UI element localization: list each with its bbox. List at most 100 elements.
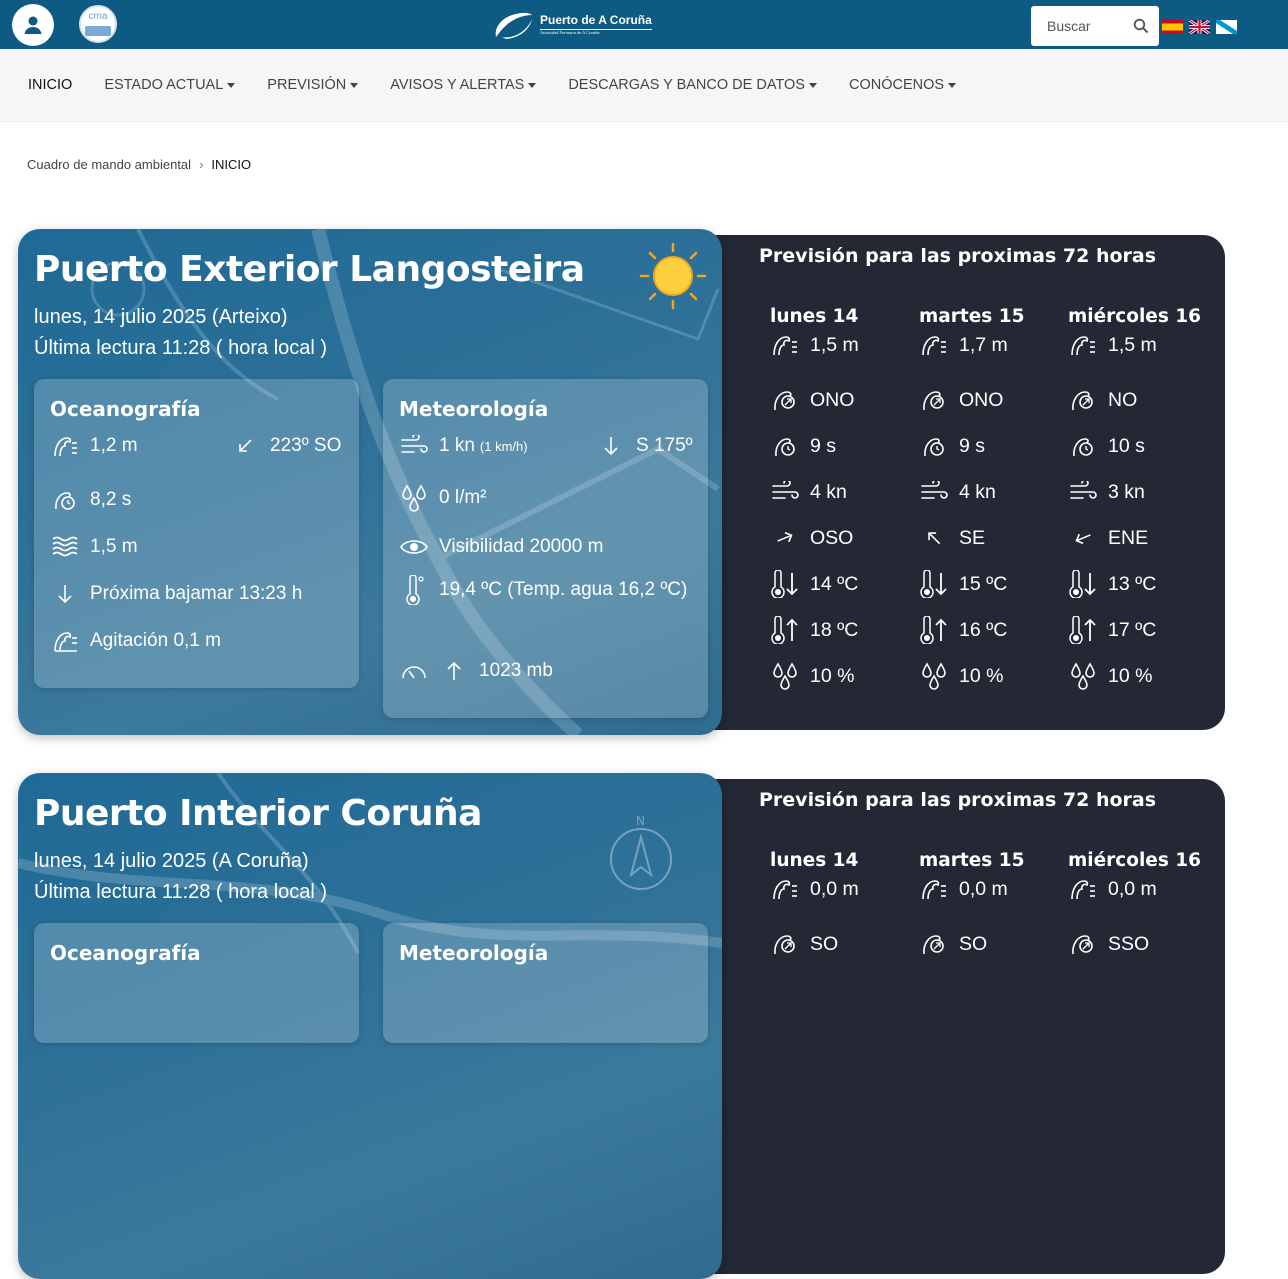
meteorology-panel: Meteorología (383, 923, 708, 1043)
forecast-wind-dir-row: SE (919, 515, 1059, 561)
nav-item-label: INICIO (28, 77, 73, 93)
forecast-wind-dir-value: ENE (1108, 526, 1149, 549)
forecast-icon-wrap (919, 385, 949, 415)
forecast-icon-wrap (919, 523, 949, 553)
forecast-icon-wrap (1068, 661, 1098, 691)
forecast-icon-wrap (770, 929, 800, 959)
raindrops-icon (402, 484, 426, 512)
forecast-icon-wrap (919, 330, 949, 360)
station-title: Puerto Interior Coruña (34, 793, 482, 834)
agitation-row: Agitación 0,1 m (50, 626, 221, 656)
forecast-day-column: lunes 14 1,5 m ONO 9 s 4 kn OSO 14 ºC 18 ºC 10 % (770, 303, 910, 699)
station-main-panel[interactable]: Puerto Interior Coruña lunes, 14 julio 2… (18, 773, 722, 1279)
forecast-icon-wrap (770, 431, 800, 461)
arrow-down-icon (58, 585, 72, 604)
wind-direction-value: S 175º (636, 435, 693, 456)
rain-row: 0 l/m² (399, 483, 487, 513)
forecast-panel: Previsión para las proximas 72 horas lun… (708, 779, 1225, 1274)
forecast-rain-prob-value: 10 % (1108, 664, 1153, 687)
station-main-panel[interactable]: Puerto Exterior Langosteira lunes, 14 ju… (18, 229, 722, 735)
forecast-day-label: martes 15 (919, 306, 1025, 327)
forecast-wave-dir-value: ONO (959, 388, 1004, 411)
wind-direction-row: S 175º (596, 431, 693, 461)
forecast-wind-speed-value: 4 kn (959, 480, 996, 503)
forecast-icon-wrap (1068, 615, 1098, 645)
station-last-reading: Última lectura 11:28 ( hora local ) (34, 337, 328, 359)
forecast-wave-height-value: 0,0 m (810, 877, 859, 900)
forecast-icon-wrap (770, 569, 800, 599)
search-box[interactable] (1031, 6, 1159, 46)
station-title: Puerto Exterior Langosteira (34, 249, 585, 290)
tide-row: Próxima bajamar 13:23 h (50, 579, 302, 609)
oceanography-panel: Oceanografía 1,2 m 223º SO 8,2 s 1,5 m P… (34, 379, 359, 688)
search-input[interactable] (1047, 18, 1131, 34)
user-account-button[interactable] (12, 4, 54, 46)
visibility-row: Visibilidad 20000 m (399, 532, 603, 562)
forecast-t-max-value: 17 ºC (1108, 618, 1157, 641)
breadcrumb-parent-link[interactable]: Cuadro de mando ambiental (27, 157, 192, 172)
language-selector (1162, 20, 1237, 34)
nav-item-descargas[interactable]: DESCARGAS Y BANCO DE DATOS (568, 77, 817, 93)
forecast-icon-wrap (770, 661, 800, 691)
forecast-wave-height-value: 1,5 m (810, 333, 859, 356)
forecast-wind-speed-row: 3 kn (1068, 469, 1208, 515)
forecast-wave-dir-row: ONO (919, 377, 1059, 423)
forecast-icon-wrap (919, 569, 949, 599)
caret-down-icon (948, 82, 957, 88)
nav-item-prevision[interactable]: PREVISIÓN (267, 77, 359, 93)
caret-down-icon (528, 82, 537, 88)
main-nav: INICIO ESTADO ACTUAL PREVISIÓN AVISOS Y … (0, 49, 1288, 122)
forecast-wind-dir-value: OSO (810, 526, 854, 549)
forecast-t-min-value: 14 ºC (810, 572, 859, 595)
forecast-wind-speed-value: 4 kn (810, 480, 847, 503)
thermometer-down-icon (1069, 570, 1096, 598)
cma-logo-wave-icon (85, 26, 111, 36)
wave-period-icon (55, 492, 75, 510)
spain-flag-icon[interactable] (1162, 20, 1183, 34)
pressure-value: 1023 mb (479, 660, 553, 681)
wave-icon (54, 437, 77, 457)
wave-direction-row: 223º SO (230, 431, 341, 461)
forecast-icon-wrap (1068, 569, 1098, 599)
nav-item-inicio[interactable]: INICIO (28, 77, 72, 93)
meteorology-title: Meteorología (399, 397, 549, 421)
uk-flag-icon[interactable] (1189, 20, 1210, 34)
meteorology-title: Meteorología (399, 941, 549, 965)
forecast-rain-prob-row: 10 % (919, 653, 1059, 699)
forecast-wave-dir-value: SSO (1108, 932, 1150, 955)
caret-down-icon (350, 82, 359, 88)
map-background (18, 773, 722, 954)
thermometer-up-icon (920, 616, 947, 644)
agitation-value: Agitación 0,1 m (90, 630, 221, 651)
cma-logo[interactable]: cma (79, 5, 117, 43)
forecast-icon-wrap (1068, 330, 1098, 360)
nav-item-conocenos[interactable]: CONÓCENOS (848, 77, 957, 93)
forecast-wave-height-row: 1,7 m (919, 331, 1059, 359)
forecast-wind-dir-value: SE (959, 526, 986, 549)
search-icon[interactable] (1133, 18, 1149, 34)
wave-icon (773, 336, 797, 356)
forecast-wind-speed-row: 4 kn (919, 469, 1059, 515)
caret-down-icon (227, 82, 236, 88)
forecast-title: Previsión para las proximas 72 horas (759, 789, 1157, 811)
nav-item-avisos-alertas[interactable]: AVISOS Y ALERTAS (390, 77, 537, 93)
wave-direction-icon (774, 935, 795, 955)
forecast-day-column: martes 15 0,0 m SO (919, 847, 1059, 967)
agitation-icon (54, 632, 77, 652)
port-logo[interactable]: Puerto de A Coruña Autoridad Portuaria d… (492, 8, 652, 42)
forecast-wind-dir-row: OSO (770, 515, 910, 561)
cma-logo-text: cma (88, 11, 108, 22)
wave-height-value: 1,2 m (90, 435, 138, 456)
forecast-t-min-row: 15 ºC (919, 561, 1059, 607)
nav-item-label: PREVISIÓN (267, 77, 347, 93)
nav-item-label: CONÓCENOS (848, 77, 945, 93)
wind-icon (401, 435, 428, 453)
wave-direction-icon (774, 391, 795, 411)
tide-value: Próxima bajamar 13:23 h (90, 583, 303, 604)
galicia-flag-icon[interactable] (1216, 20, 1237, 34)
nav-item-estado-actual[interactable]: ESTADO ACTUAL (104, 77, 236, 93)
forecast-wave-dir-row: NO (1068, 377, 1208, 423)
forecast-t-max-value: 18 ºC (810, 618, 859, 641)
wave-icon (1071, 336, 1095, 356)
gauge-icon (402, 666, 426, 679)
